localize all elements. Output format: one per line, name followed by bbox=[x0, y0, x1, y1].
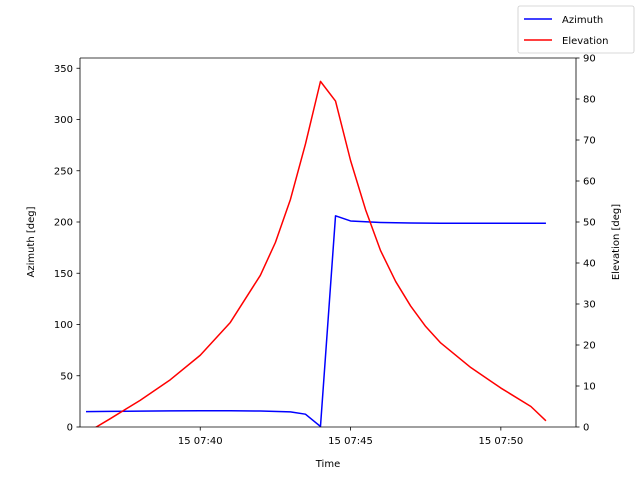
legend-label-elevation: Elevation bbox=[562, 36, 608, 47]
y-left-tick-label: 0 bbox=[67, 423, 73, 434]
x-axis-label: Time bbox=[315, 459, 340, 470]
y-right-tick-label: 80 bbox=[583, 95, 596, 106]
x-tick-label: 15 07:40 bbox=[178, 436, 223, 447]
series-line-azimuth bbox=[86, 215, 546, 427]
series-line-elevation bbox=[94, 80, 547, 427]
y-left-tick-label: 300 bbox=[54, 115, 73, 126]
y-right-tick-label: 10 bbox=[583, 382, 596, 393]
legend-label-azimuth: Azimuth bbox=[562, 15, 603, 26]
y-right-tick-label: 60 bbox=[583, 177, 596, 188]
legend-box bbox=[517, 5, 635, 54]
y-left-tick-label: 150 bbox=[54, 269, 73, 280]
y-ticks-right: 0 10 20 30 40 50 60 70 80 90 bbox=[576, 54, 596, 434]
y-right-tick-label: 40 bbox=[583, 259, 596, 270]
y-left-tick-label: 100 bbox=[54, 320, 73, 331]
x-tick-label: 15 07:50 bbox=[478, 436, 523, 447]
y-right-tick-label: 0 bbox=[583, 423, 589, 434]
y-right-tick-label: 50 bbox=[583, 218, 596, 229]
legend: Azimuth Elevation bbox=[517, 5, 635, 54]
y-left-tick-label: 250 bbox=[54, 166, 73, 177]
series-layer bbox=[86, 80, 547, 427]
y-ticks-left: 0 50 100 150 200 250 300 350 bbox=[54, 64, 80, 434]
y-left-tick-label: 350 bbox=[54, 64, 73, 75]
y-right-tick-label: 90 bbox=[583, 54, 596, 65]
y-axis-right-label: Elevation [deg] bbox=[611, 204, 622, 280]
y-left-tick-label: 50 bbox=[60, 371, 73, 382]
y-right-tick-label: 20 bbox=[583, 341, 596, 352]
y-axis-left-label: Azimuth [deg] bbox=[26, 206, 37, 277]
y-left-tick-label: 200 bbox=[54, 218, 73, 229]
x-tick-label: 15 07:45 bbox=[328, 436, 373, 447]
y-right-tick-label: 30 bbox=[583, 300, 596, 311]
x-ticks: 15 07:40 15 07:45 15 07:50 bbox=[178, 427, 523, 447]
y-right-tick-label: 70 bbox=[583, 136, 596, 147]
plot-area bbox=[80, 58, 576, 427]
